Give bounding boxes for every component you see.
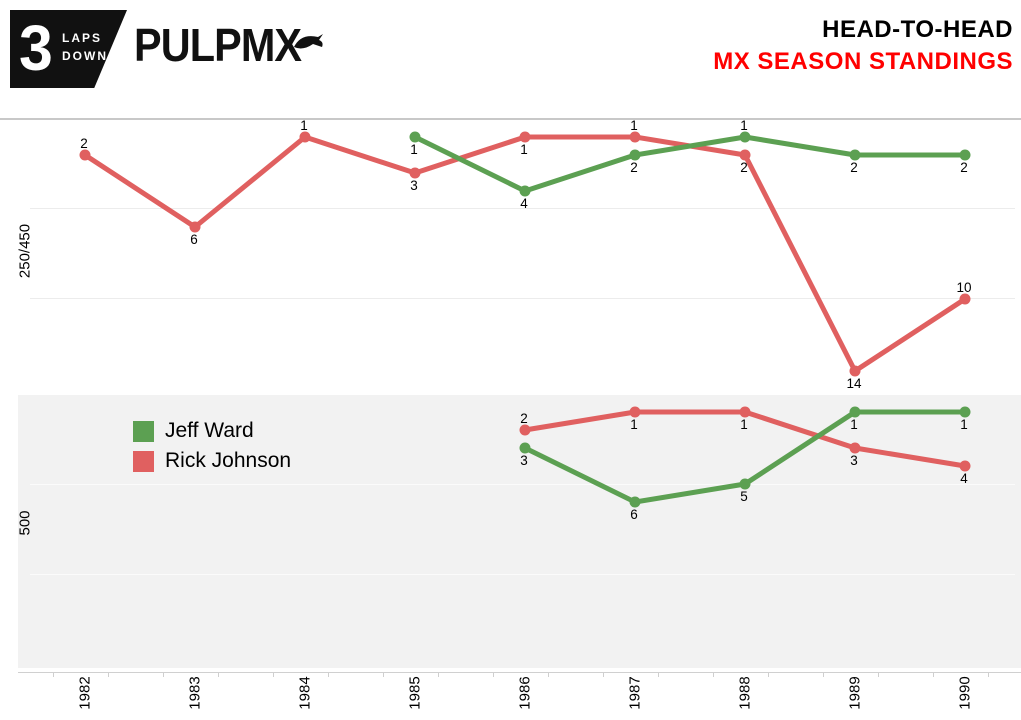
- data-point: [959, 149, 971, 161]
- x-axis-tick: [108, 673, 109, 677]
- point-value-label: 2: [630, 160, 638, 175]
- point-value-label: 6: [190, 232, 198, 247]
- x-axis-tick: [328, 673, 329, 677]
- legend: Jeff Ward Rick Johnson: [133, 419, 292, 480]
- legend-label-rick-johnson: Rick Johnson: [165, 449, 292, 472]
- x-axis-label: 1983: [186, 676, 204, 710]
- x-axis-tick: [218, 673, 219, 677]
- x-axis-label: 1987: [626, 676, 644, 710]
- data-point: [739, 131, 751, 143]
- x-axis-label: 1989: [846, 676, 864, 710]
- x-axis-tick: [713, 673, 714, 677]
- x-axis-tick: [603, 673, 604, 677]
- data-point: [409, 131, 421, 143]
- x-axis-label: 1990: [956, 676, 974, 710]
- laps-word: LAPS: [62, 31, 103, 45]
- x-axis-tick: [823, 673, 824, 677]
- laps-down-logo: 3 LAPS DOWN: [10, 10, 127, 88]
- gridline: [30, 208, 1015, 209]
- x-axis-tick: [878, 673, 879, 677]
- y-axis-label-500: 500: [16, 510, 34, 536]
- y-axis-label-250-450: 250/450: [16, 223, 34, 279]
- x-axis-tick: [658, 673, 659, 677]
- point-value-label: 3: [410, 178, 418, 193]
- legend-item-rick-johnson: Rick Johnson: [133, 449, 292, 472]
- x-axis-label: 1982: [76, 676, 94, 710]
- data-point: [519, 131, 531, 143]
- x-axis-tick: [383, 673, 384, 677]
- legend-swatch-rick-johnson: [133, 450, 154, 472]
- chart-area: 250/450 500 1982 1983 1984 1985 1986 1987 1988…: [0, 100, 1021, 720]
- x-axis-label: 1986: [516, 676, 534, 710]
- point-value-label: 1: [520, 142, 528, 157]
- x-axis-tick: [163, 673, 164, 677]
- data-point: [959, 293, 971, 305]
- legend-item-jeff-ward: Jeff Ward: [133, 419, 291, 442]
- point-value-label: 1: [410, 142, 418, 157]
- series-line-rick-johnson: [82, 134, 968, 374]
- x-axis-line: [18, 672, 1021, 673]
- x-axis-label: 1984: [296, 676, 314, 710]
- legend-label-jeff-ward: Jeff Ward: [165, 419, 254, 442]
- title-head-to-head: HEAD-TO-HEAD: [822, 16, 1013, 43]
- data-point: [299, 131, 311, 143]
- gridline: [30, 574, 1015, 575]
- point-value-label: 14: [846, 376, 862, 391]
- point-value-label: 2: [740, 160, 748, 175]
- legend-swatch-jeff-ward: [133, 420, 154, 442]
- data-point: [79, 149, 91, 161]
- gridline: [30, 484, 1015, 485]
- x-axis-label: 1988: [736, 676, 754, 710]
- x-axis-tick: [438, 673, 439, 677]
- data-point: [189, 221, 201, 233]
- laps-down-logo-number: 3: [19, 12, 53, 84]
- point-value-label: 1: [740, 118, 748, 133]
- gridline: [30, 298, 1015, 299]
- data-point: [519, 185, 531, 197]
- header: 3 LAPS DOWN PULPMX HEAD-TO-HEAD MX SEASO…: [0, 0, 1021, 100]
- x-axis-tick: [548, 673, 549, 677]
- point-value-label: 1: [300, 118, 308, 133]
- data-point: [629, 149, 641, 161]
- x-axis-tick: [988, 673, 989, 677]
- chart-top-border: [0, 118, 1021, 120]
- point-value-label: 1: [630, 118, 638, 133]
- x-axis-tick: [53, 673, 54, 677]
- data-point: [629, 131, 641, 143]
- x-axis-tick: [768, 673, 769, 677]
- down-word: DOWN: [62, 49, 108, 63]
- title-mx-season-standings: MX SEASON STANDINGS: [713, 48, 1013, 75]
- point-value-label: 2: [850, 160, 858, 175]
- pulpmx-logo: PULPMX: [134, 19, 302, 71]
- x-axis-tick: [493, 673, 494, 677]
- data-point: [409, 167, 421, 179]
- pulpmx-swoosh-icon: [294, 34, 323, 49]
- data-point: [849, 365, 861, 377]
- laps-down-logo-text: LAPS DOWN: [62, 29, 127, 65]
- x-axis-tick: [273, 673, 274, 677]
- series-line-jeff-ward: [412, 134, 968, 194]
- data-point: [849, 149, 861, 161]
- point-value-label: 2: [80, 136, 88, 151]
- point-value-label: 10: [956, 280, 971, 295]
- x-axis-label: 1985: [406, 676, 424, 710]
- chart-titles: HEAD-TO-HEAD MX SEASON STANDINGS: [713, 14, 1013, 78]
- x-axis-tick: [933, 673, 934, 677]
- point-value-label: 2: [960, 160, 968, 175]
- data-point: [739, 149, 751, 161]
